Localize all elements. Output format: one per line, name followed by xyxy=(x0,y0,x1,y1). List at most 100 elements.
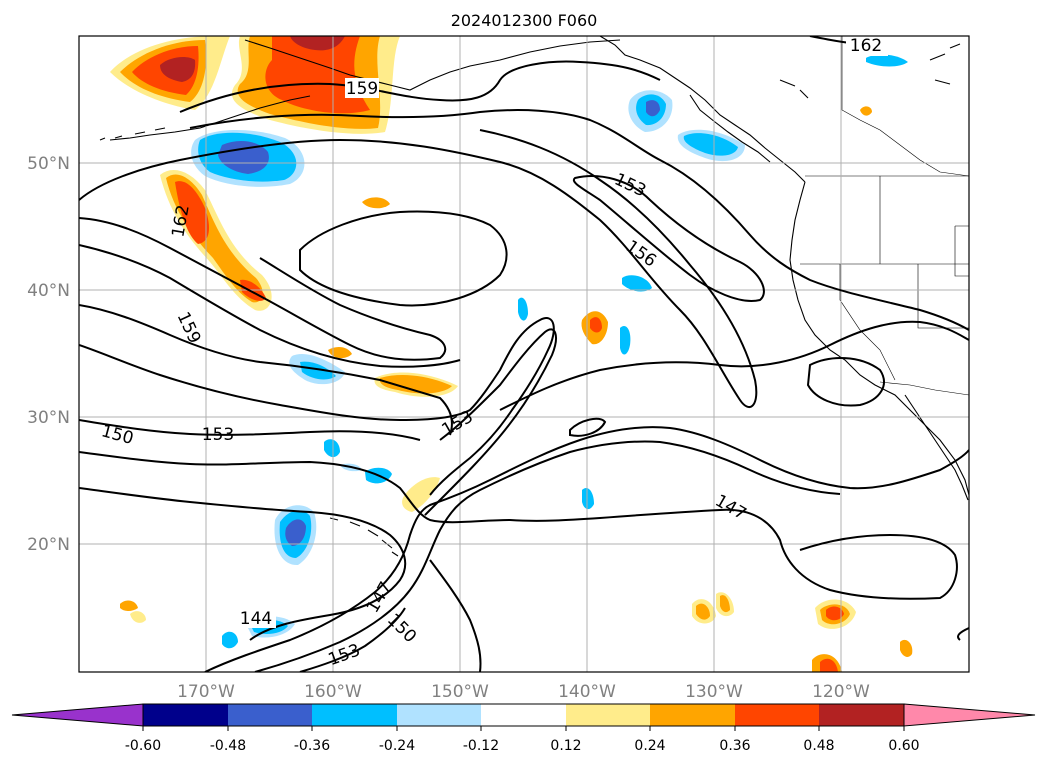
contour-label-144: 144 xyxy=(240,609,272,629)
border-states xyxy=(800,176,969,381)
contour-147-center xyxy=(79,451,958,600)
negative-anomaly-south-center xyxy=(582,487,594,510)
coastline-bc-islands xyxy=(689,94,771,163)
map-panel: 162 159 162 153 156 159 153 150 153 147 … xyxy=(79,36,969,672)
colorbar: -0.60 -0.48 -0.36 -0.24 -0.12 0.12 0.24 … xyxy=(11,703,1036,754)
positive-anomaly-southeast-4-core xyxy=(820,658,838,672)
coastlines xyxy=(99,36,969,557)
contour-147-south xyxy=(204,426,969,672)
negative-anomaly-east-small xyxy=(620,325,631,355)
lat-label-30n: 30°N xyxy=(27,408,70,428)
coastline-gulf-alaska xyxy=(599,36,806,183)
colorbar-over-extension xyxy=(903,703,1036,727)
positive-anomaly-west-streak-inner xyxy=(175,181,210,244)
contour-153-south xyxy=(299,607,406,672)
colorbar-bin-9 xyxy=(819,704,904,726)
negative-anomaly-aleutian-inner xyxy=(218,140,269,174)
border-us-mexico xyxy=(879,381,969,396)
positive-anomaly-southeast-1-core xyxy=(696,603,710,620)
colorbar-tick-label: 0.24 xyxy=(634,738,665,754)
colorbar-bin-4 xyxy=(397,704,481,726)
positive-anomaly-small-2 xyxy=(328,346,352,359)
lon-label-160w: 160°W xyxy=(304,682,362,702)
longitude-labels: 170°W 160°W 150°W 140°W 130°W 120°W xyxy=(177,682,870,702)
contour-144-west xyxy=(79,487,407,641)
positive-anomaly-band-central-core xyxy=(379,374,452,394)
positive-anomaly-southeast-2-core xyxy=(720,595,730,613)
contour-153-center xyxy=(424,328,557,516)
colorbar-frame xyxy=(142,703,905,727)
contour-156-north xyxy=(189,109,969,331)
colorbar-under-extension xyxy=(11,703,144,727)
coastline-us-west xyxy=(789,181,969,496)
lat-label-20n: 20°N xyxy=(27,535,70,555)
positive-anomaly-east-1-core xyxy=(590,317,602,333)
colorbar-tick-labels: -0.60 -0.48 -0.36 -0.24 -0.12 0.12 0.24 … xyxy=(125,738,920,754)
contour-east-loop xyxy=(806,357,885,407)
figure-title: 2024012300 F060 xyxy=(451,11,598,30)
negative-anomaly-northeast-right xyxy=(866,54,908,67)
positive-anomaly-northeast-small xyxy=(860,106,872,116)
gridlines xyxy=(79,36,969,672)
negative-anomaly-southwest-2 xyxy=(222,631,238,649)
colorbar-bin-7 xyxy=(650,704,735,726)
contour-label-159-north: 159 xyxy=(346,79,378,99)
contour-label-153-west: 153 xyxy=(202,425,234,445)
colorbar-tick-label: -0.36 xyxy=(294,738,330,754)
lon-label-130w: 130°W xyxy=(685,682,743,702)
contour-147-southeast xyxy=(429,559,482,672)
coastline-hawaii xyxy=(329,517,399,557)
latitude-labels: 50°N 40°N 30°N 20°N xyxy=(27,154,70,555)
contour-159-west xyxy=(79,217,447,361)
positive-anomaly-bering-max xyxy=(160,57,196,82)
positive-anomaly-southwest-small-2 xyxy=(130,611,146,623)
negative-anomaly-north-center xyxy=(518,297,528,321)
contour-156-west xyxy=(79,244,461,368)
contour-closed-low xyxy=(299,210,508,307)
shaded-anomaly-fields xyxy=(110,36,913,672)
contour-label-group: 162 159 162 153 156 159 153 150 153 147 … xyxy=(99,36,888,670)
lon-label-140w: 140°W xyxy=(558,682,616,702)
lat-label-50n: 50°N xyxy=(27,154,70,174)
lon-label-150w: 150°W xyxy=(431,682,489,702)
positive-anomaly-small-1 xyxy=(362,197,390,209)
border-alaska-canada xyxy=(841,36,969,177)
negative-anomaly-central-small-1 xyxy=(324,439,340,458)
positive-anomaly-southeast-3-inner xyxy=(826,606,844,621)
contour-southeast-right xyxy=(957,627,969,641)
colorbar-bin-6 xyxy=(566,704,650,726)
colorbar-tick-label: 0.48 xyxy=(803,738,834,754)
coastline-baja xyxy=(904,394,969,501)
contour-150-east xyxy=(499,320,969,411)
coastline-aleutians xyxy=(99,127,166,141)
contour-small-loop-east xyxy=(569,417,607,437)
colorbar-bin-5 xyxy=(481,704,566,726)
political-borders xyxy=(800,36,969,396)
positive-anomaly-southwest-small xyxy=(120,600,138,611)
colorbar-bin-3 xyxy=(312,704,397,726)
coastline-alaska xyxy=(244,39,621,91)
negative-anomaly-northeast-coast-inner xyxy=(646,100,660,117)
lon-label-170w: 170°W xyxy=(177,682,235,702)
colorbar-tick-label: -0.48 xyxy=(210,738,246,754)
contour-159-north xyxy=(179,60,661,113)
contour-150-west xyxy=(79,317,555,496)
negative-anomaly-central-west-core xyxy=(300,361,336,380)
contour-150-center xyxy=(79,419,421,441)
coastline-northeast-islands xyxy=(779,43,961,99)
positive-anomaly-alaska-max xyxy=(290,36,345,51)
map-frame xyxy=(78,35,970,673)
coastline-alaska-peninsula xyxy=(109,95,311,141)
lat-label-40n: 40°N xyxy=(27,281,70,301)
colorbar-tick-label: 0.36 xyxy=(719,738,750,754)
contour-153-north xyxy=(79,129,758,408)
contour-150-south xyxy=(254,440,841,672)
negative-anomaly-coast-small xyxy=(622,275,652,292)
contour-label-162-north: 162 xyxy=(850,36,882,56)
contour-153-west xyxy=(79,304,453,436)
negative-anomaly-hawaii-west-inner xyxy=(285,519,306,546)
colorbar-tick-label: -0.60 xyxy=(125,738,161,754)
colorbar-tick-label: 0.60 xyxy=(888,738,919,754)
